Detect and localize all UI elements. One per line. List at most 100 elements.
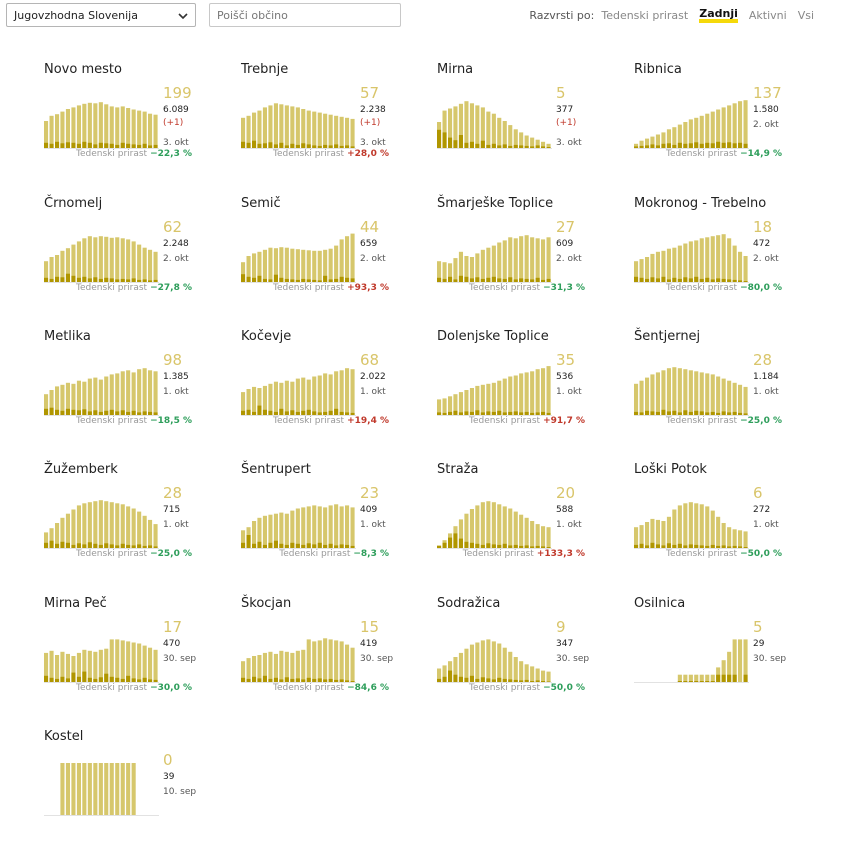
new-cases-bar	[241, 542, 246, 548]
active-cases-bar	[469, 644, 474, 682]
new-cases-bar	[279, 142, 284, 148]
new-cases-bar	[153, 279, 158, 282]
new-cases-bar	[502, 412, 507, 415]
municipality-card[interactable]: Mirna 5 377 (+1) 3. okt	[437, 62, 607, 182]
municipality-card[interactable]: Škocjan 15 419 30. sep Tedenski prirast −84,6…	[241, 596, 411, 716]
municipality-card[interactable]: Dolenjske Toplice 35 536 1. okt Tedenski pri…	[437, 329, 607, 449]
new-cases-bar	[650, 277, 655, 282]
last-update-date: 30. sep	[360, 654, 394, 664]
active-cases-bar	[295, 378, 300, 415]
new-cases-bar	[334, 679, 339, 682]
new-cases-bar	[334, 144, 339, 148]
active-cases-bar	[252, 112, 257, 148]
new-cases-bar	[98, 278, 103, 282]
active-cases-bar	[246, 389, 251, 415]
active-cases-bar	[497, 242, 502, 282]
new-cases-bar	[328, 279, 333, 282]
sort-option-all[interactable]: Vsi	[797, 9, 814, 22]
municipality-search-input[interactable]	[209, 3, 401, 27]
active-cases-value: 15	[360, 618, 380, 636]
new-cases-bar	[65, 678, 70, 682]
municipality-card[interactable]: Mirna Peč 17 470 30. sep Tedenski prirast −30…	[44, 596, 214, 716]
active-cases-bar	[639, 140, 644, 148]
last-update-date: 1. okt	[753, 520, 779, 530]
municipality-card[interactable]: Trebnje 57 2.238 (+1) 3. okt Tedenski prirast…	[241, 62, 411, 182]
municipality-card[interactable]: Kostel 0 39 10. sep	[44, 729, 214, 849]
active-cases-bar	[148, 647, 153, 682]
active-cases-bar	[743, 531, 748, 548]
new-cases-bar	[257, 275, 262, 282]
municipality-card[interactable]: Semič 44 659 2. okt Tedenski prirast +93,3 %	[241, 196, 411, 316]
municipality-card[interactable]: Šentjernej 28 1.184 1. okt Tedenski prirast −…	[634, 329, 804, 449]
municipality-card[interactable]: Žužemberk 28 715 1. okt Tedenski prirast −25,…	[44, 462, 214, 582]
municipality-card[interactable]: Straža 20 588 1. okt Tedenski prirast +133,3 …	[437, 462, 607, 582]
active-cases-bar	[328, 248, 333, 282]
municipality-card[interactable]: Loški Potok 6 272 1. okt Tedenski prirast −50…	[634, 462, 804, 582]
municipality-name: Šentjernej	[634, 329, 701, 344]
active-cases-bar	[284, 651, 289, 682]
new-cases-bar	[655, 411, 660, 415]
active-cases-bar	[683, 674, 688, 682]
new-cases-bar	[148, 545, 153, 548]
active-cases-bar	[699, 674, 704, 682]
new-cases-bar	[284, 278, 289, 282]
new-cases-bar	[469, 411, 474, 415]
new-cases-bar	[519, 278, 524, 282]
active-cases-bar	[98, 379, 103, 415]
municipality-card[interactable]: Črnomelj 62 2.248 2. okt Tedenski prirast −27…	[44, 196, 214, 316]
new-cases-bar	[458, 676, 463, 682]
new-cases-bar	[453, 279, 458, 282]
municipality-card[interactable]: Ribnica 137 1.580 2. okt Tedenski prirast −14…	[634, 62, 804, 182]
new-cases-bar	[82, 409, 87, 415]
new-cases-bar	[137, 279, 142, 282]
municipality-card[interactable]: Kočevje 68 2.022 1. okt Tedenski prirast +19,…	[241, 329, 411, 449]
new-cases-bar	[721, 278, 726, 282]
active-cases-bar	[513, 511, 518, 548]
sparkline-chart	[634, 367, 749, 416]
active-cases-bar	[142, 368, 147, 415]
active-cases-bar	[475, 505, 480, 548]
new-cases-bar	[137, 679, 142, 682]
new-cases-bar	[268, 279, 273, 282]
municipality-card[interactable]: Novo mesto 199 6.089 (+1) 3. okt Tedenski pri…	[44, 62, 214, 182]
active-cases-bar	[650, 374, 655, 415]
active-cases-bar	[535, 524, 540, 548]
new-cases-bar	[273, 274, 278, 282]
active-cases-bar	[339, 370, 344, 415]
municipality-card[interactable]: Šmarješke Toplice 27 609 2. okt Tedenski pri…	[437, 196, 607, 316]
sort-option-active[interactable]: Aktivni	[748, 9, 787, 22]
new-cases-bar	[524, 411, 529, 415]
active-cases-bar	[137, 369, 142, 415]
active-cases-bar	[65, 653, 70, 682]
active-cases-bar	[732, 103, 737, 148]
active-cases-bar	[306, 639, 311, 682]
new-cases-bar	[475, 143, 480, 148]
active-cases-bar	[513, 238, 518, 282]
new-cases-bar	[306, 279, 311, 282]
new-cases-bar	[148, 145, 153, 148]
municipality-card[interactable]: Osilnica 5 29 30. sep	[634, 596, 804, 716]
region-select[interactable]: Jugovzhodna Slovenija	[6, 3, 196, 27]
new-cases-bar	[131, 545, 136, 548]
municipality-card[interactable]: Mokronog - Trebelno 18 472 2. okt Tedenski p…	[634, 196, 804, 316]
new-cases-bar	[650, 144, 655, 148]
active-cases-bar	[666, 368, 671, 415]
sort-option-weekly-growth[interactable]: Tedenski prirast	[601, 9, 689, 22]
sort-option-latest[interactable]: Zadnji	[699, 8, 738, 23]
active-cases-bar	[290, 652, 295, 682]
active-cases-bar	[738, 384, 743, 415]
new-cases-bar	[55, 141, 60, 148]
active-cases-bar	[49, 650, 54, 682]
new-cases-bar	[743, 413, 748, 415]
active-cases-bar	[93, 763, 98, 815]
new-cases-bar	[290, 143, 295, 148]
total-cases-value: 347	[556, 639, 574, 649]
municipality-card[interactable]: Šentrupert 23 409 1. okt Tedenski prirast −8,…	[241, 462, 411, 582]
active-cases-bar	[677, 505, 682, 548]
new-cases-bar	[345, 680, 350, 682]
municipality-card[interactable]: Metlika 98 1.385 1. okt Tedenski prirast −18,…	[44, 329, 214, 449]
municipality-card[interactable]: Sodražica 9 347 30. sep Tedenski prirast −50,…	[437, 596, 607, 716]
active-cases-bar	[710, 111, 715, 148]
new-cases-bar	[699, 278, 704, 282]
total-cases-value: 409	[360, 505, 378, 515]
